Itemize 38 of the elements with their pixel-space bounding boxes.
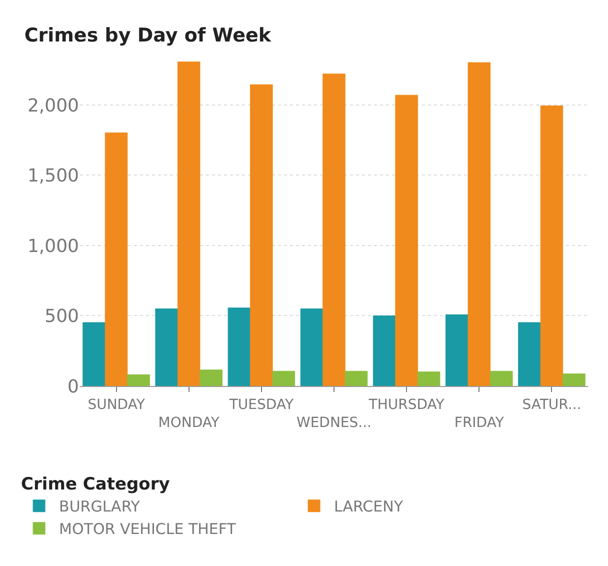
bar — [300, 308, 324, 386]
bar — [446, 314, 468, 386]
x-tick-label: SUNDAY — [88, 396, 146, 413]
bar — [250, 84, 273, 386]
legend-label: BURGLARY — [59, 498, 141, 516]
bar — [200, 370, 222, 386]
bar — [372, 315, 396, 386]
bar — [155, 308, 178, 386]
y-tick-label: 500 — [44, 306, 79, 328]
bar — [518, 322, 541, 386]
bar — [468, 62, 491, 386]
chart-title: Crimes by Day of Week — [24, 24, 272, 47]
x-tick-label: TUESDAY — [228, 396, 294, 413]
bar — [322, 74, 346, 386]
y-tick-label: 1,000 — [27, 236, 79, 257]
bar — [82, 322, 106, 386]
bar — [272, 370, 296, 386]
bar — [490, 370, 513, 386]
bar — [540, 106, 564, 386]
x-tick-label: MONDAY — [158, 415, 220, 431]
bar — [177, 62, 200, 386]
bar — [395, 94, 418, 386]
y-tick-label: 0 — [68, 376, 79, 398]
y-tick-label: 2,000 — [27, 95, 79, 116]
legend-title: Crime Category — [21, 474, 170, 495]
bar — [127, 374, 150, 386]
bar — [344, 370, 368, 386]
bar — [562, 374, 586, 386]
x-tick-label: SATUR... — [522, 396, 582, 413]
legend-label: LARCENY — [334, 498, 404, 516]
bar — [417, 372, 440, 386]
bar — [228, 308, 251, 386]
x-tick-label: FRIDAY — [454, 415, 504, 431]
legend-label: MOTOR VEHICLE THEFT — [59, 520, 237, 538]
x-tick-label: WEDNES... — [296, 415, 372, 431]
x-tick-label: THURSDAY — [368, 396, 445, 413]
y-tick-label: 1,500 — [27, 166, 79, 187]
bar — [104, 132, 128, 386]
